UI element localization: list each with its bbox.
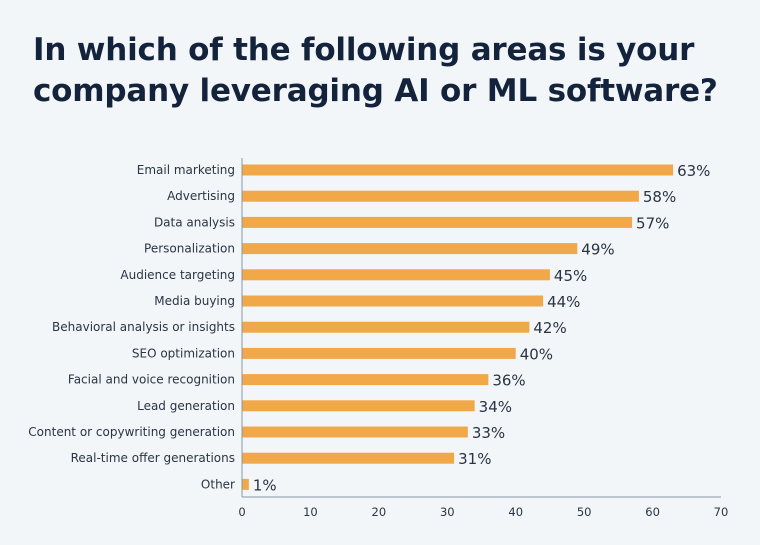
data-label: 63% (677, 162, 710, 180)
data-labels-group: 63%58% 57% 49% 45% 44% 42% 40% 36% 34% 33% 31% 1% (253, 162, 711, 494)
data-label: 57% (636, 214, 669, 232)
data-label: 58% (643, 188, 676, 206)
data-label: 44% (547, 293, 580, 311)
x-tick-label: 0 (238, 505, 245, 519)
x-tick-label: 60 (645, 505, 660, 519)
category-labels-group: Email marketing Advertising Data analysis P… (28, 163, 235, 491)
data-label: 33% (472, 424, 505, 442)
bar (242, 243, 578, 255)
category-label: Other (201, 477, 235, 491)
bar (242, 400, 475, 412)
data-label: 36% (492, 372, 525, 390)
x-tick-label: 10 (303, 505, 318, 519)
data-label: 42% (533, 319, 566, 337)
x-tick-label: 70 (714, 505, 729, 519)
data-label: 40% (520, 345, 553, 363)
category-label: Personalization (144, 242, 235, 256)
bar (242, 426, 468, 438)
bar (242, 269, 550, 281)
data-label: 34% (479, 398, 512, 416)
data-label: 45% (554, 267, 587, 285)
category-label: Data analysis (154, 215, 235, 229)
category-label: Media buying (154, 294, 235, 308)
x-tick-label: 30 (440, 505, 455, 519)
bar (242, 374, 489, 386)
x-axis-ticks-group: 0 10 20 30 40 50 60 70 (238, 505, 728, 519)
x-tick-label: 20 (372, 505, 387, 519)
bar (242, 216, 633, 228)
x-tick-label: 40 (508, 505, 523, 519)
category-label: Lead generation (137, 399, 235, 413)
bar (242, 347, 516, 359)
category-label: Advertising (167, 189, 235, 203)
category-label: Email marketing (137, 163, 235, 177)
category-label: Audience targeting (120, 268, 235, 282)
data-label: 31% (458, 450, 491, 468)
bar (242, 190, 639, 202)
category-label: Facial and voice recognition (68, 373, 235, 387)
bars-group (242, 164, 674, 490)
bar (242, 164, 674, 176)
bar (242, 478, 249, 490)
category-label: Content or copywriting generation (28, 425, 235, 439)
data-label: 1% (253, 476, 277, 494)
category-label: SEO optimization (132, 346, 235, 360)
data-label: 49% (581, 241, 614, 259)
category-label: Real-time offer generations (71, 451, 235, 465)
bar (242, 295, 544, 307)
bar (242, 452, 455, 464)
category-label: Behavioral analysis or insights (52, 320, 235, 334)
chart-title: In which of the following areas is your … (33, 32, 718, 109)
bar (242, 321, 530, 333)
x-tick-label: 50 (577, 505, 592, 519)
